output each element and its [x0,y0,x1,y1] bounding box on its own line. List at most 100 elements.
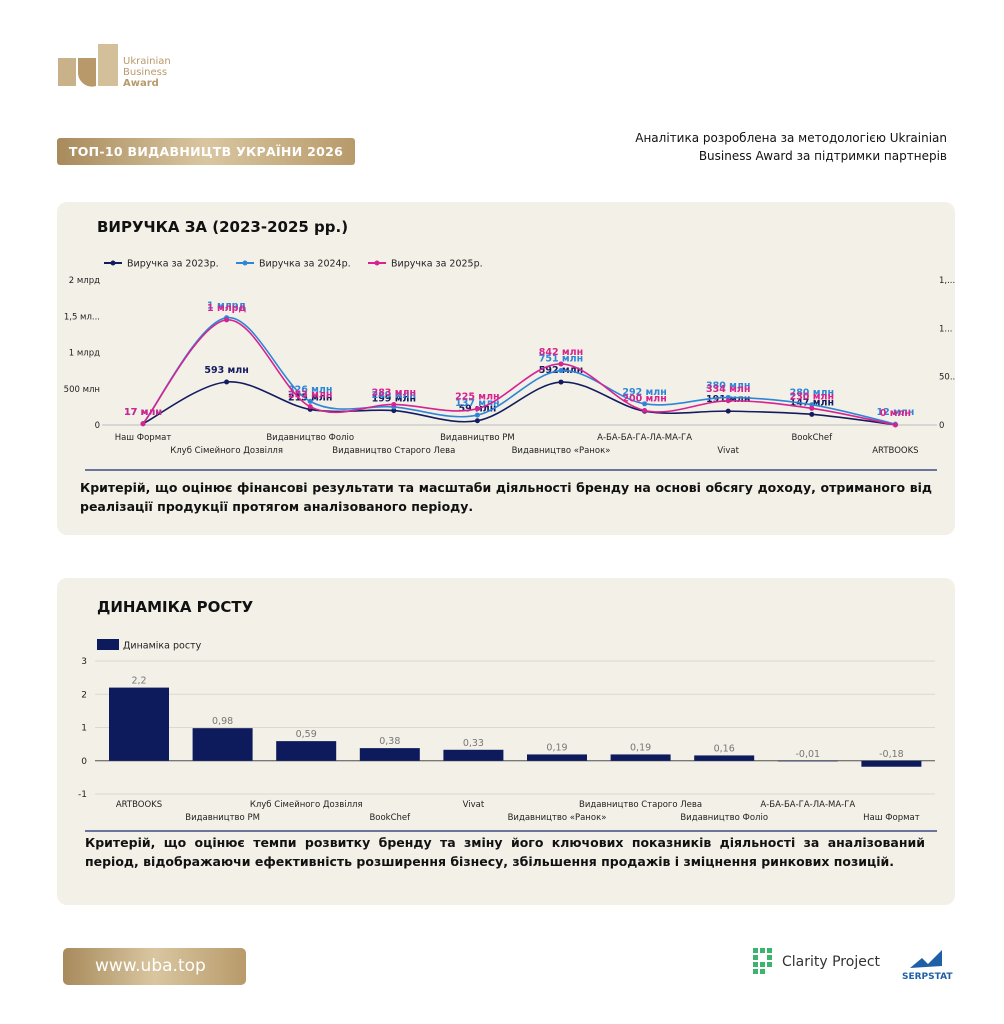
bar [777,760,838,762]
data-label: 199 млн [372,394,416,405]
data-label: 17 млн [124,407,162,418]
note: Аналітика розроблена за методологією Ukr… [635,129,947,165]
y-tick-label: 2 млрд [69,276,100,286]
y-tick-label: 1 [81,724,87,734]
y2-tick-label: 0 [939,421,944,431]
bar [694,755,755,761]
x-tick-label: Наш Формат [115,433,172,443]
x-tick-label: Видавництво Старого Лева [332,446,455,456]
logo-shape [77,58,96,87]
bar-chart: ДИНАМІКА РОСТУ -1 0 1 2 3 ARTBOOKS Видавництво… [78,598,937,832]
y-tick-label: 1,5 мл... [64,312,100,322]
series-line [142,319,896,426]
series-line [142,316,896,425]
data-label: 230 млн [790,391,834,402]
partners: Clarity Project SERPSTAT [753,948,953,982]
x-tick-label: А-БА-БА-ГА-ЛА-МА-ГА [760,800,855,810]
chart-title: ВИРУЧКА ЗА (2023-2025 рр.) [97,218,348,236]
y2-tick-label: 1,... [939,276,955,286]
data-label: 0,59 [296,729,317,740]
note-line: Business Award за підтримки партнерів [698,149,947,163]
bar [861,760,922,767]
x-tick-label: ARTBOOKS [872,446,918,456]
bar [192,728,253,761]
bar [610,754,671,761]
data-label: 0,33 [463,738,484,749]
x-tick-label: Видавництво Старого Лева [579,800,702,810]
logo-shape [58,58,76,86]
x-tick-label: Наш Формат [863,813,920,823]
description: Критерій, що оцінює фінансові результати… [80,480,932,514]
banner: ТОП-10 ВИДАВНИЦТВ УКРАЇНИ 2026 [57,138,355,165]
data-label: 12 млн [876,407,914,418]
data-label: 225 млн [455,392,499,403]
data-label: 0,19 [546,742,567,753]
bar [359,748,420,761]
data-label: -0,01 [796,749,821,760]
partner-name: Clarity Project [782,954,881,970]
y-tick-label: 3 [81,657,87,667]
data-label: 0,98 [212,716,233,727]
y-tick-label: 1 млрд [69,349,100,359]
x-tick-label: ARTBOOKS [116,800,162,810]
data-point [474,412,480,418]
x-tick-label: Видавництво РМ [440,433,515,443]
y-tick-label: -1 [78,790,87,800]
bar [527,754,587,761]
panel [57,202,955,535]
partner-name: SERPSTAT [902,972,953,982]
data-point [725,398,731,404]
data-label: 326 млн [288,384,332,395]
data-label: 334 млн [706,384,750,395]
data-point [642,408,648,413]
legend-label: Виручка за 2024р. [259,259,351,270]
x-tick-label: Vivat [463,800,485,810]
data-point [558,361,564,367]
data-label: 380 млн [706,380,750,391]
x-tick-label: Vivat [717,446,739,456]
note-line: Аналітика розроблена за методологією Ukr… [635,131,947,145]
legend-swatch [110,260,116,266]
bar [443,749,504,761]
data-point [892,422,898,428]
data-label: 17 млн [124,407,162,418]
data-label: 842 млн [539,347,583,358]
x-tick-label: Клуб Сімейного Дозвілля [170,446,283,456]
data-point [391,401,397,407]
bar [276,741,337,761]
data-label: -0,18 [879,749,904,760]
data-point [809,402,815,408]
data-label: 215 млн [288,392,332,403]
legend-swatch [242,260,248,266]
data-label: 1 млрд [207,303,246,314]
logo-text: Award [123,78,159,89]
data-point [642,401,648,407]
bar [109,687,169,761]
data-point [224,317,230,323]
y-tick-label: 0 [81,757,87,767]
logo-text: Ukrainian [123,56,171,67]
data-label: 0,19 [630,742,651,753]
y-tick-label: 0 [95,421,100,431]
clarity-icon [753,948,772,974]
data-point [809,405,815,411]
legend-label: Динаміка росту [123,641,202,652]
data-point [558,368,564,374]
data-label: 0 млн [880,408,911,419]
logo-text: Business [123,67,167,78]
data-label: 1 млрд [207,301,246,312]
data-label: 200 млн [622,394,666,405]
data-point [224,379,230,385]
url-button[interactable]: www.uba.top [63,948,246,985]
x-tick-label: Видавництво Фоліо [680,813,768,823]
data-point [140,421,146,427]
data-point [474,418,480,424]
data-label: 280 млн [790,388,834,399]
data-label: 0,38 [379,736,400,747]
series-line [142,381,896,426]
y2-tick-label: 1... [939,324,953,334]
y2-tick-label: 50... [939,373,955,383]
data-label: 17 млн [124,407,162,418]
data-label: 593 млн [204,365,248,376]
data-point [725,408,731,414]
